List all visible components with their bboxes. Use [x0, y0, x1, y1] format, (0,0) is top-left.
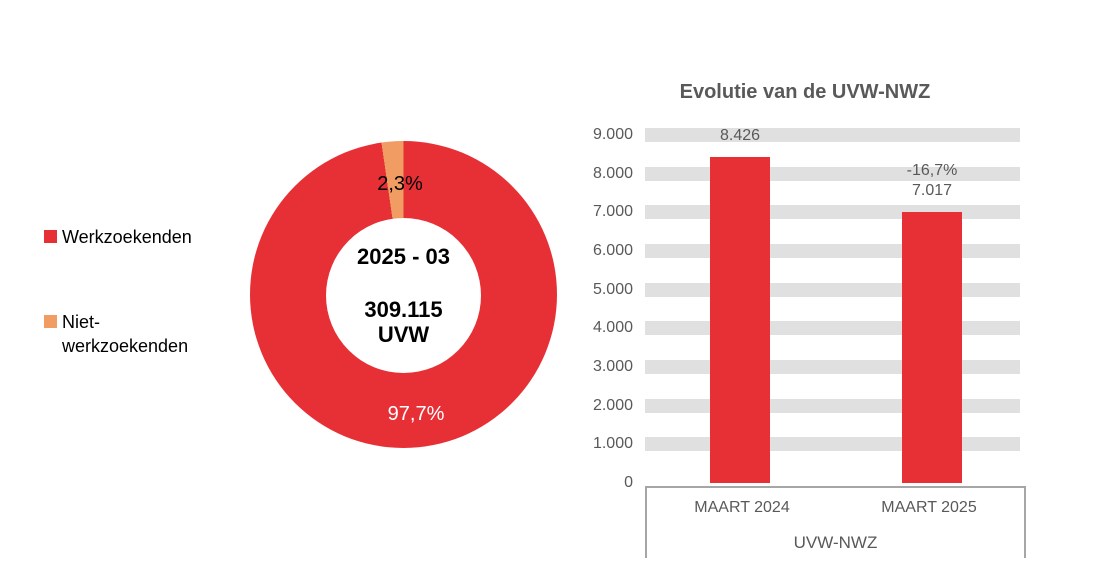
y-axis-tick-label: 4.000: [592, 319, 633, 337]
donut-hole: 2025 - 03 309.115 UVW: [326, 218, 481, 373]
bar-value-label: 8.426: [719, 127, 761, 144]
bar-chart-title: Evolutie van de UVW-NWZ: [679, 81, 931, 103]
donut-slice-label-niet-werkzoekenden: 2,3%: [377, 173, 423, 195]
y-axis-tick-label: 1.000: [592, 435, 633, 453]
gridline-band: [645, 321, 1020, 336]
x-axis-box: MAART 2024 MAART 2025 UVW-NWZ: [645, 486, 1026, 558]
y-axis-tick-label: 2.000: [592, 396, 633, 414]
bar: [902, 211, 962, 483]
legend-swatch: [44, 315, 57, 328]
y-axis-tick-label: 7.000: [592, 203, 633, 221]
y-axis-tick-label: 0: [624, 474, 633, 491]
legend-item-niet-werkzoekenden: Niet-werkzoekenden: [44, 310, 212, 358]
donut-center-period: 2025 - 03: [357, 244, 450, 269]
y-axis-tick-label: 9.000: [592, 126, 633, 143]
legend-swatch: [44, 230, 57, 243]
bar: [710, 157, 770, 483]
legend-item-label: Niet-werkzoekenden: [62, 312, 189, 356]
legend-item-label: Werkzoekenden: [62, 227, 192, 247]
donut-center-value: 309.115: [364, 297, 443, 322]
gridline-band: [645, 282, 1020, 297]
bar-plot-area: 8.426 -16,7% 7.017: [645, 127, 1025, 483]
donut-center-unit: UVW: [377, 322, 430, 347]
donut-center-value-block: 309.115 UVW: [364, 297, 442, 347]
y-axis-tick-label: 6.000: [592, 242, 633, 259]
bar-value-label: 7.017: [911, 182, 953, 199]
y-axis-tick-label: 8.000: [592, 164, 633, 182]
y-axis-tick-label: 3.000: [592, 358, 633, 375]
gridline-band: [645, 398, 1020, 413]
x-axis-group-label: UVW-NWZ: [793, 533, 878, 552]
gridline-band: [645, 360, 1020, 374]
donut-slice-label-werkzoekenden: 97,7%: [387, 403, 445, 425]
gridline-band: [645, 128, 1020, 142]
x-category-label: MAART 2024: [694, 499, 790, 516]
y-axis-tick-label: 5.000: [592, 280, 633, 298]
bar-annotation: -16,7% 7.017: [872, 161, 992, 201]
gridline-band: [645, 205, 1020, 220]
x-category-label: MAART 2025: [881, 499, 977, 516]
gridline-band: [645, 244, 1020, 258]
donut-ring: 2025 - 03 309.115 UVW: [250, 141, 557, 448]
gridline-band: [645, 437, 1020, 452]
y-axis-ticks: 9.000 8.000 7.000 6.000 5.000 4.000 3.000 2.000…: [550, 126, 633, 491]
bar-delta-label: -16,7%: [906, 162, 958, 179]
legend-item-werkzoekenden: Werkzoekenden: [44, 225, 192, 249]
